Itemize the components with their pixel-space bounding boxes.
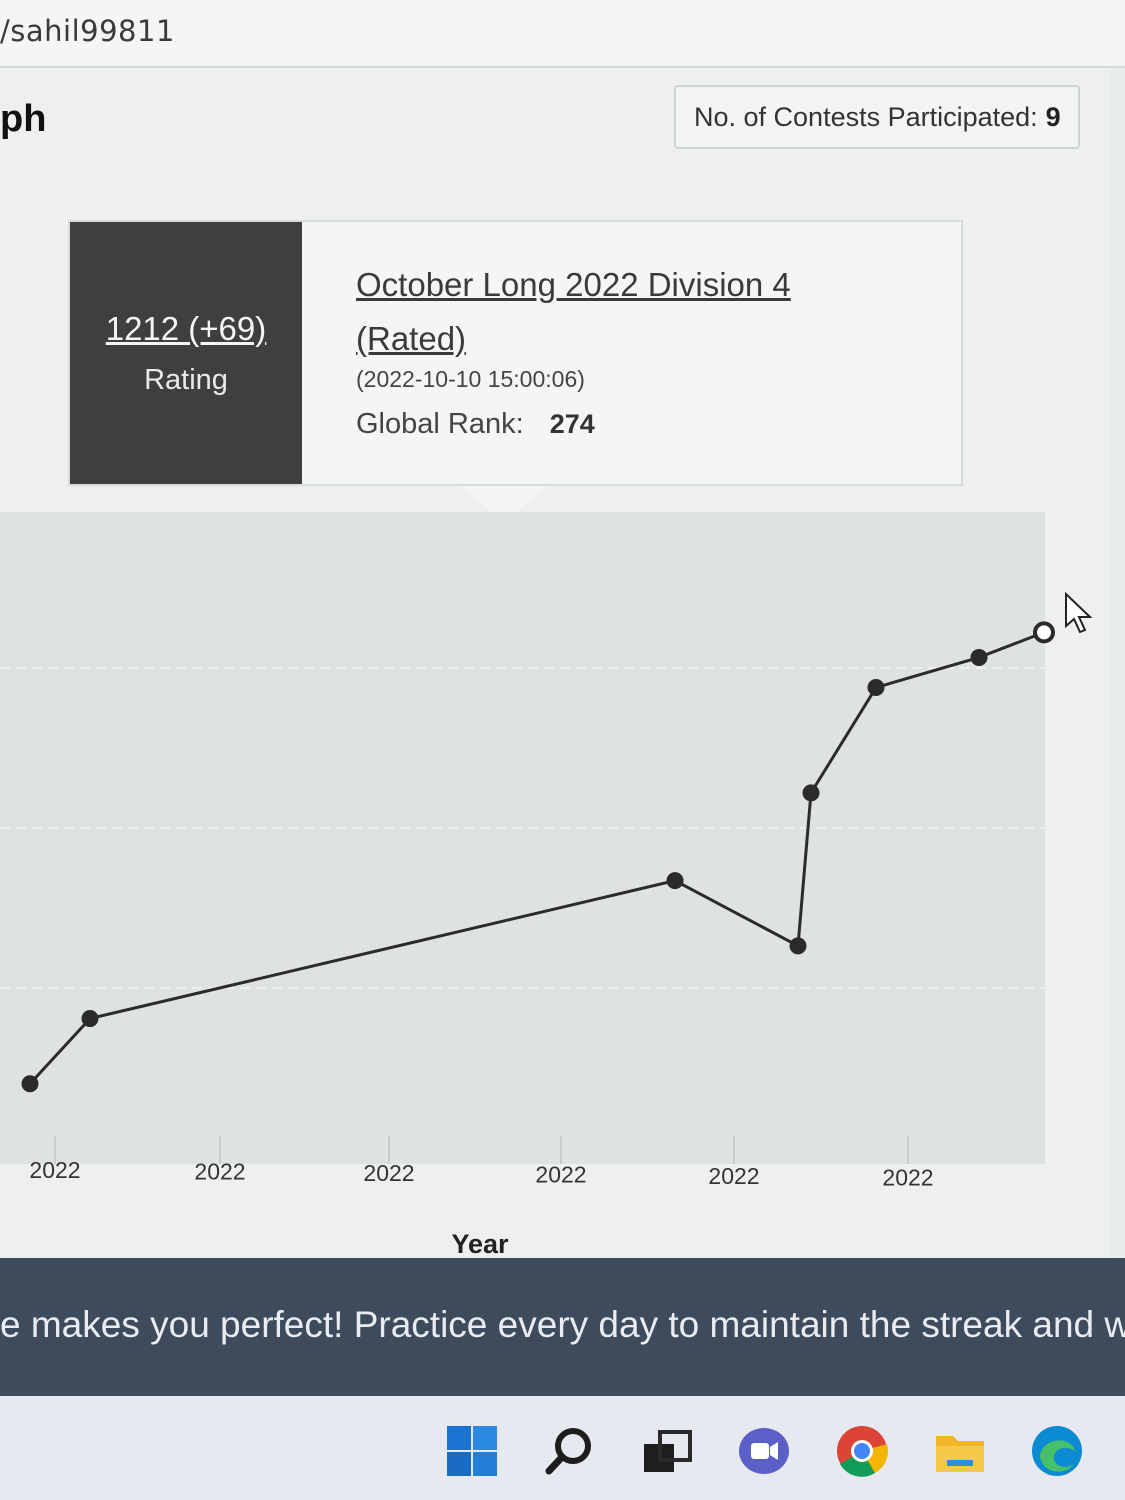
- rating-point[interactable]: [970, 648, 988, 666]
- x-tick-label: 2022: [535, 1162, 586, 1188]
- search-icon[interactable]: [543, 1424, 597, 1478]
- x-tick-label: 2022: [708, 1163, 759, 1189]
- contests-count: 9: [1045, 101, 1061, 132]
- rating-point[interactable]: [867, 679, 885, 697]
- plot-background: [0, 512, 1045, 1164]
- x-axis-ticks: [54, 1136, 909, 1164]
- rating-value[interactable]: 1212 (+69): [105, 310, 267, 347]
- contest-datetime: (2022-10-10 15:00:06): [356, 366, 585, 392]
- rank-value: 274: [549, 409, 595, 439]
- gridlines: [0, 667, 1045, 989]
- contest-tooltip: 1212 (+69) Rating October Long 2022 Divi…: [68, 220, 963, 486]
- edge-icon[interactable]: [1030, 1424, 1084, 1478]
- rating-series: [28, 630, 1045, 1085]
- rating-label: Rating: [144, 364, 228, 396]
- rating-point-highlighted[interactable]: [1033, 621, 1055, 644]
- file-explorer-icon[interactable]: [933, 1424, 987, 1478]
- banner-text: e makes you perfect! Practice every day …: [0, 1304, 1125, 1345]
- contests-participated-badge: No. of Contests Participated: 9: [674, 85, 1080, 149]
- rating-point[interactable]: [81, 1010, 99, 1028]
- mouse-pointer-icon: [1065, 592, 1093, 634]
- rank-label: Global Rank:: [356, 408, 524, 440]
- x-tick-label: 2022: [363, 1160, 414, 1186]
- windows-taskbar: [0, 1396, 1125, 1500]
- section-heading: ph: [0, 98, 47, 140]
- x-tick-label: 2022: [882, 1165, 933, 1191]
- rating-panel: 1212 (+69) Rating: [70, 222, 302, 484]
- x-tick-label: 2022: [194, 1159, 245, 1185]
- rating-graph-section: ph No. of Contests Participated: 9 1212 …: [0, 68, 1110, 1258]
- task-view-icon[interactable]: [640, 1424, 694, 1478]
- chrome-icon[interactable]: [835, 1424, 889, 1478]
- rating-point[interactable]: [21, 1075, 39, 1093]
- rating-points: [21, 621, 1055, 1093]
- x-tick-label: 2022: [29, 1157, 80, 1183]
- rating-line: [28, 630, 1045, 1085]
- contest-name-link[interactable]: October Long 2022 Division 4 (Rated): [356, 266, 791, 357]
- rating-line-chart[interactable]: [0, 508, 1060, 1168]
- windows-start-icon[interactable]: [445, 1424, 499, 1478]
- browser-address-bar[interactable]: /sahil99811: [0, 0, 1125, 68]
- x-axis-labels: Year 2022 2022 2022 2022 2022 2022: [29, 1157, 933, 1259]
- rating-point[interactable]: [666, 872, 684, 890]
- contests-label: No. of Contests Participated:: [694, 101, 1038, 132]
- global-rank: Global Rank: 274: [356, 408, 595, 441]
- teams-chat-icon[interactable]: [737, 1424, 791, 1478]
- rating-point[interactable]: [789, 937, 807, 955]
- rating-point[interactable]: [802, 784, 820, 802]
- streak-banner: e makes you perfect! Practice every day …: [0, 1258, 1125, 1396]
- x-axis-title: Year: [451, 1229, 509, 1259]
- url-text[interactable]: /sahil99811: [0, 14, 175, 48]
